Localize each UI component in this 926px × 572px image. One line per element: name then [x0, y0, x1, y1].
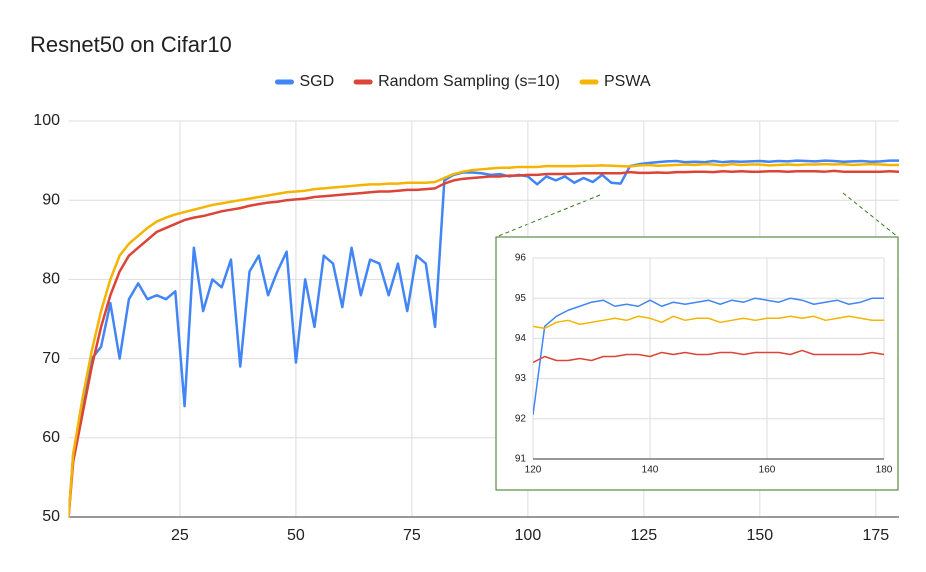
x-tick-label: 50	[287, 527, 305, 544]
y-tick-label: 91	[515, 454, 527, 465]
series-line	[68, 169, 900, 518]
x-tick-label: 120	[525, 465, 542, 476]
y-tick-label: 100	[33, 112, 60, 129]
y-tick-label: 80	[42, 271, 60, 288]
inset-connector	[495, 194, 601, 238]
series-line	[533, 297, 884, 415]
y-tick-label: 92	[515, 413, 527, 424]
x-tick-label: 140	[642, 465, 659, 476]
x-tick-label: 125	[630, 527, 657, 544]
y-tick-label: 90	[42, 191, 60, 208]
legend-label: Random Sampling (s=10)	[378, 73, 560, 90]
x-tick-label: 25	[171, 527, 189, 544]
legend-label: PSWA	[604, 73, 651, 90]
legend: SGD Random Sampling (s=10) PSWA	[274, 73, 651, 90]
series-line	[533, 315, 884, 330]
series-line	[68, 159, 899, 518]
legend-label: SGD	[299, 73, 334, 90]
x-tick-label: 100	[515, 527, 542, 544]
x-tick-label: 160	[759, 465, 776, 476]
y-tick-label: 70	[42, 350, 60, 367]
y-tick-label: 94	[515, 333, 527, 344]
y-tick-label: 93	[515, 373, 527, 384]
x-tick-label: 175	[862, 527, 889, 544]
x-tick-label: 150	[746, 527, 773, 544]
inset-frame	[495, 236, 899, 491]
y-tick-label: 95	[515, 293, 527, 304]
y-tick-label: 60	[42, 429, 60, 446]
series-line	[533, 349, 884, 364]
y-tick-label: 50	[42, 508, 60, 525]
x-tick-label: 75	[403, 527, 421, 544]
chart-title: Resnet50 on Cifar10	[30, 32, 232, 57]
x-tick-label: 180	[876, 465, 893, 476]
series-line	[68, 162, 899, 518]
y-tick-label: 96	[515, 253, 527, 264]
inset-connector	[842, 192, 899, 238]
